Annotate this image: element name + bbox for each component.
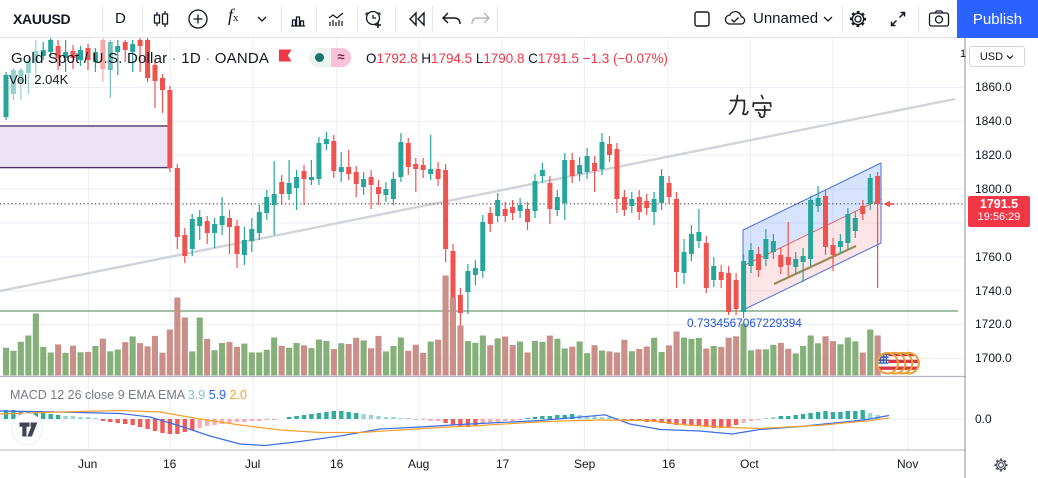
svg-text:0.7334567067229394: 0.7334567067229394 — [687, 316, 802, 330]
